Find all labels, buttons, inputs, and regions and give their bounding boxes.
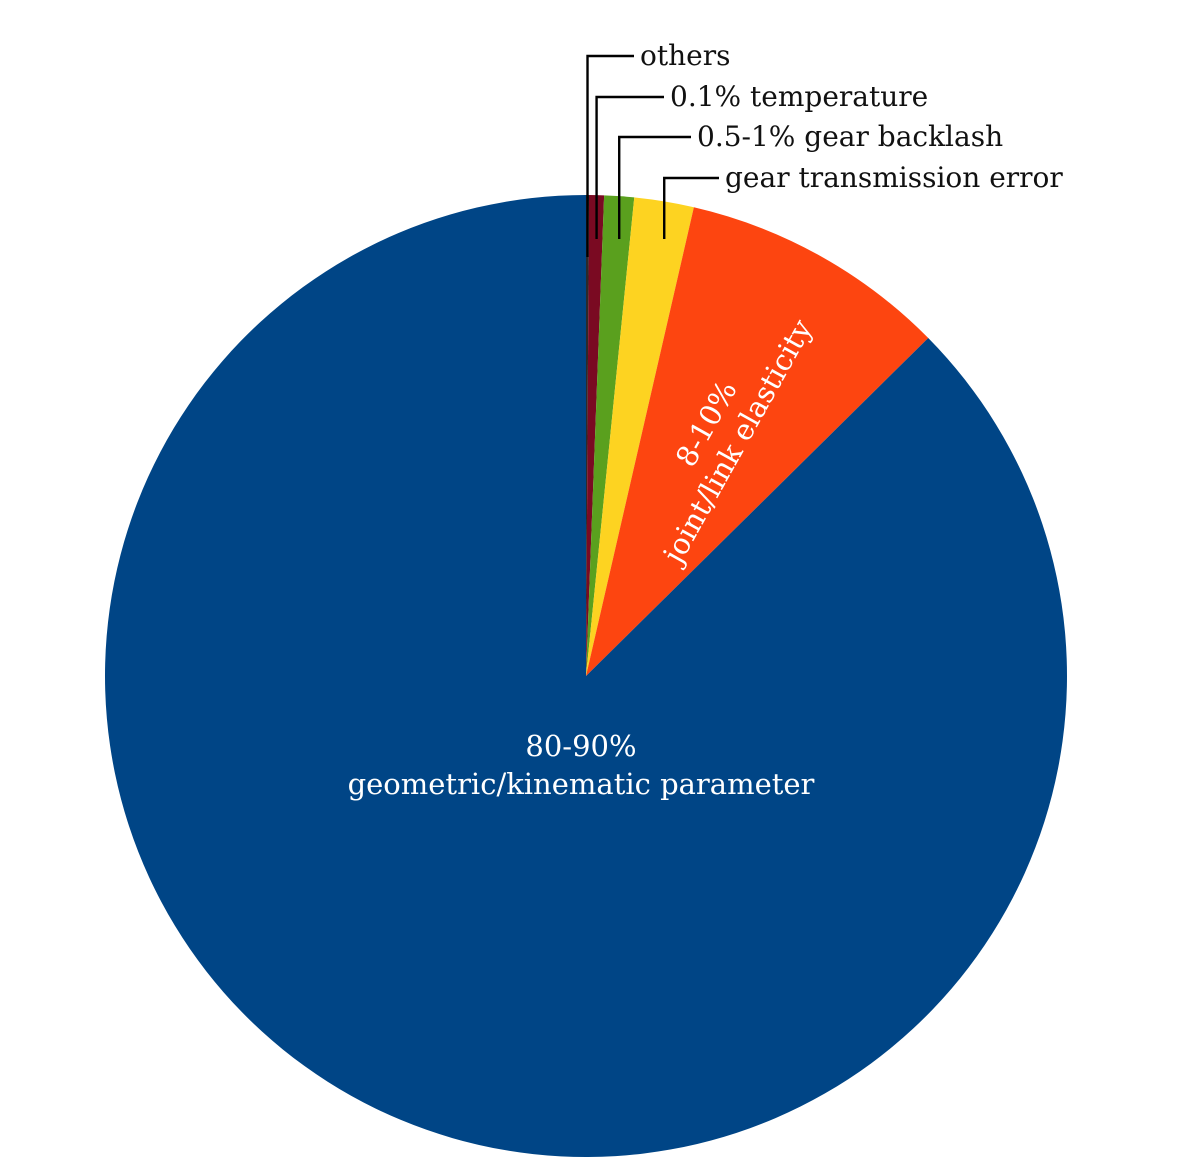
leader-line-0-5-1-gear-backlash xyxy=(618,135,691,239)
slice-label-line-geometric-kinematic-parameter: geometric/kinematic parameter xyxy=(348,767,815,801)
leader-line-0-1-temperature xyxy=(595,95,664,239)
pie-slice-0-1-temperature xyxy=(586,195,605,676)
pie-slice-others xyxy=(586,195,590,676)
slice-label-0-5-1-gear-backlash: 0.5-1% gear backlash xyxy=(697,120,1003,153)
pie-slice-gear-transmission-error xyxy=(586,197,694,676)
slice-label-0-1-temperature: 0.1% temperature xyxy=(670,80,928,113)
slice-label-line-80-90: 80-90% xyxy=(525,729,636,763)
pie-slice-0-5-1-gear-backlash xyxy=(586,195,635,676)
slice-label-others: others xyxy=(640,39,730,72)
slices-layer xyxy=(104,195,1067,1157)
leader-lines-layer xyxy=(586,54,719,257)
leader-line-others xyxy=(586,54,634,257)
slice-label-gear-transmission-error: gear transmission error xyxy=(725,161,1063,194)
pie-slice-joint-link-elasticity xyxy=(586,207,929,677)
leader-line-gear-transmission-error xyxy=(663,176,719,239)
pie-slice-geometric-kinematic-parameter xyxy=(104,195,1067,1157)
